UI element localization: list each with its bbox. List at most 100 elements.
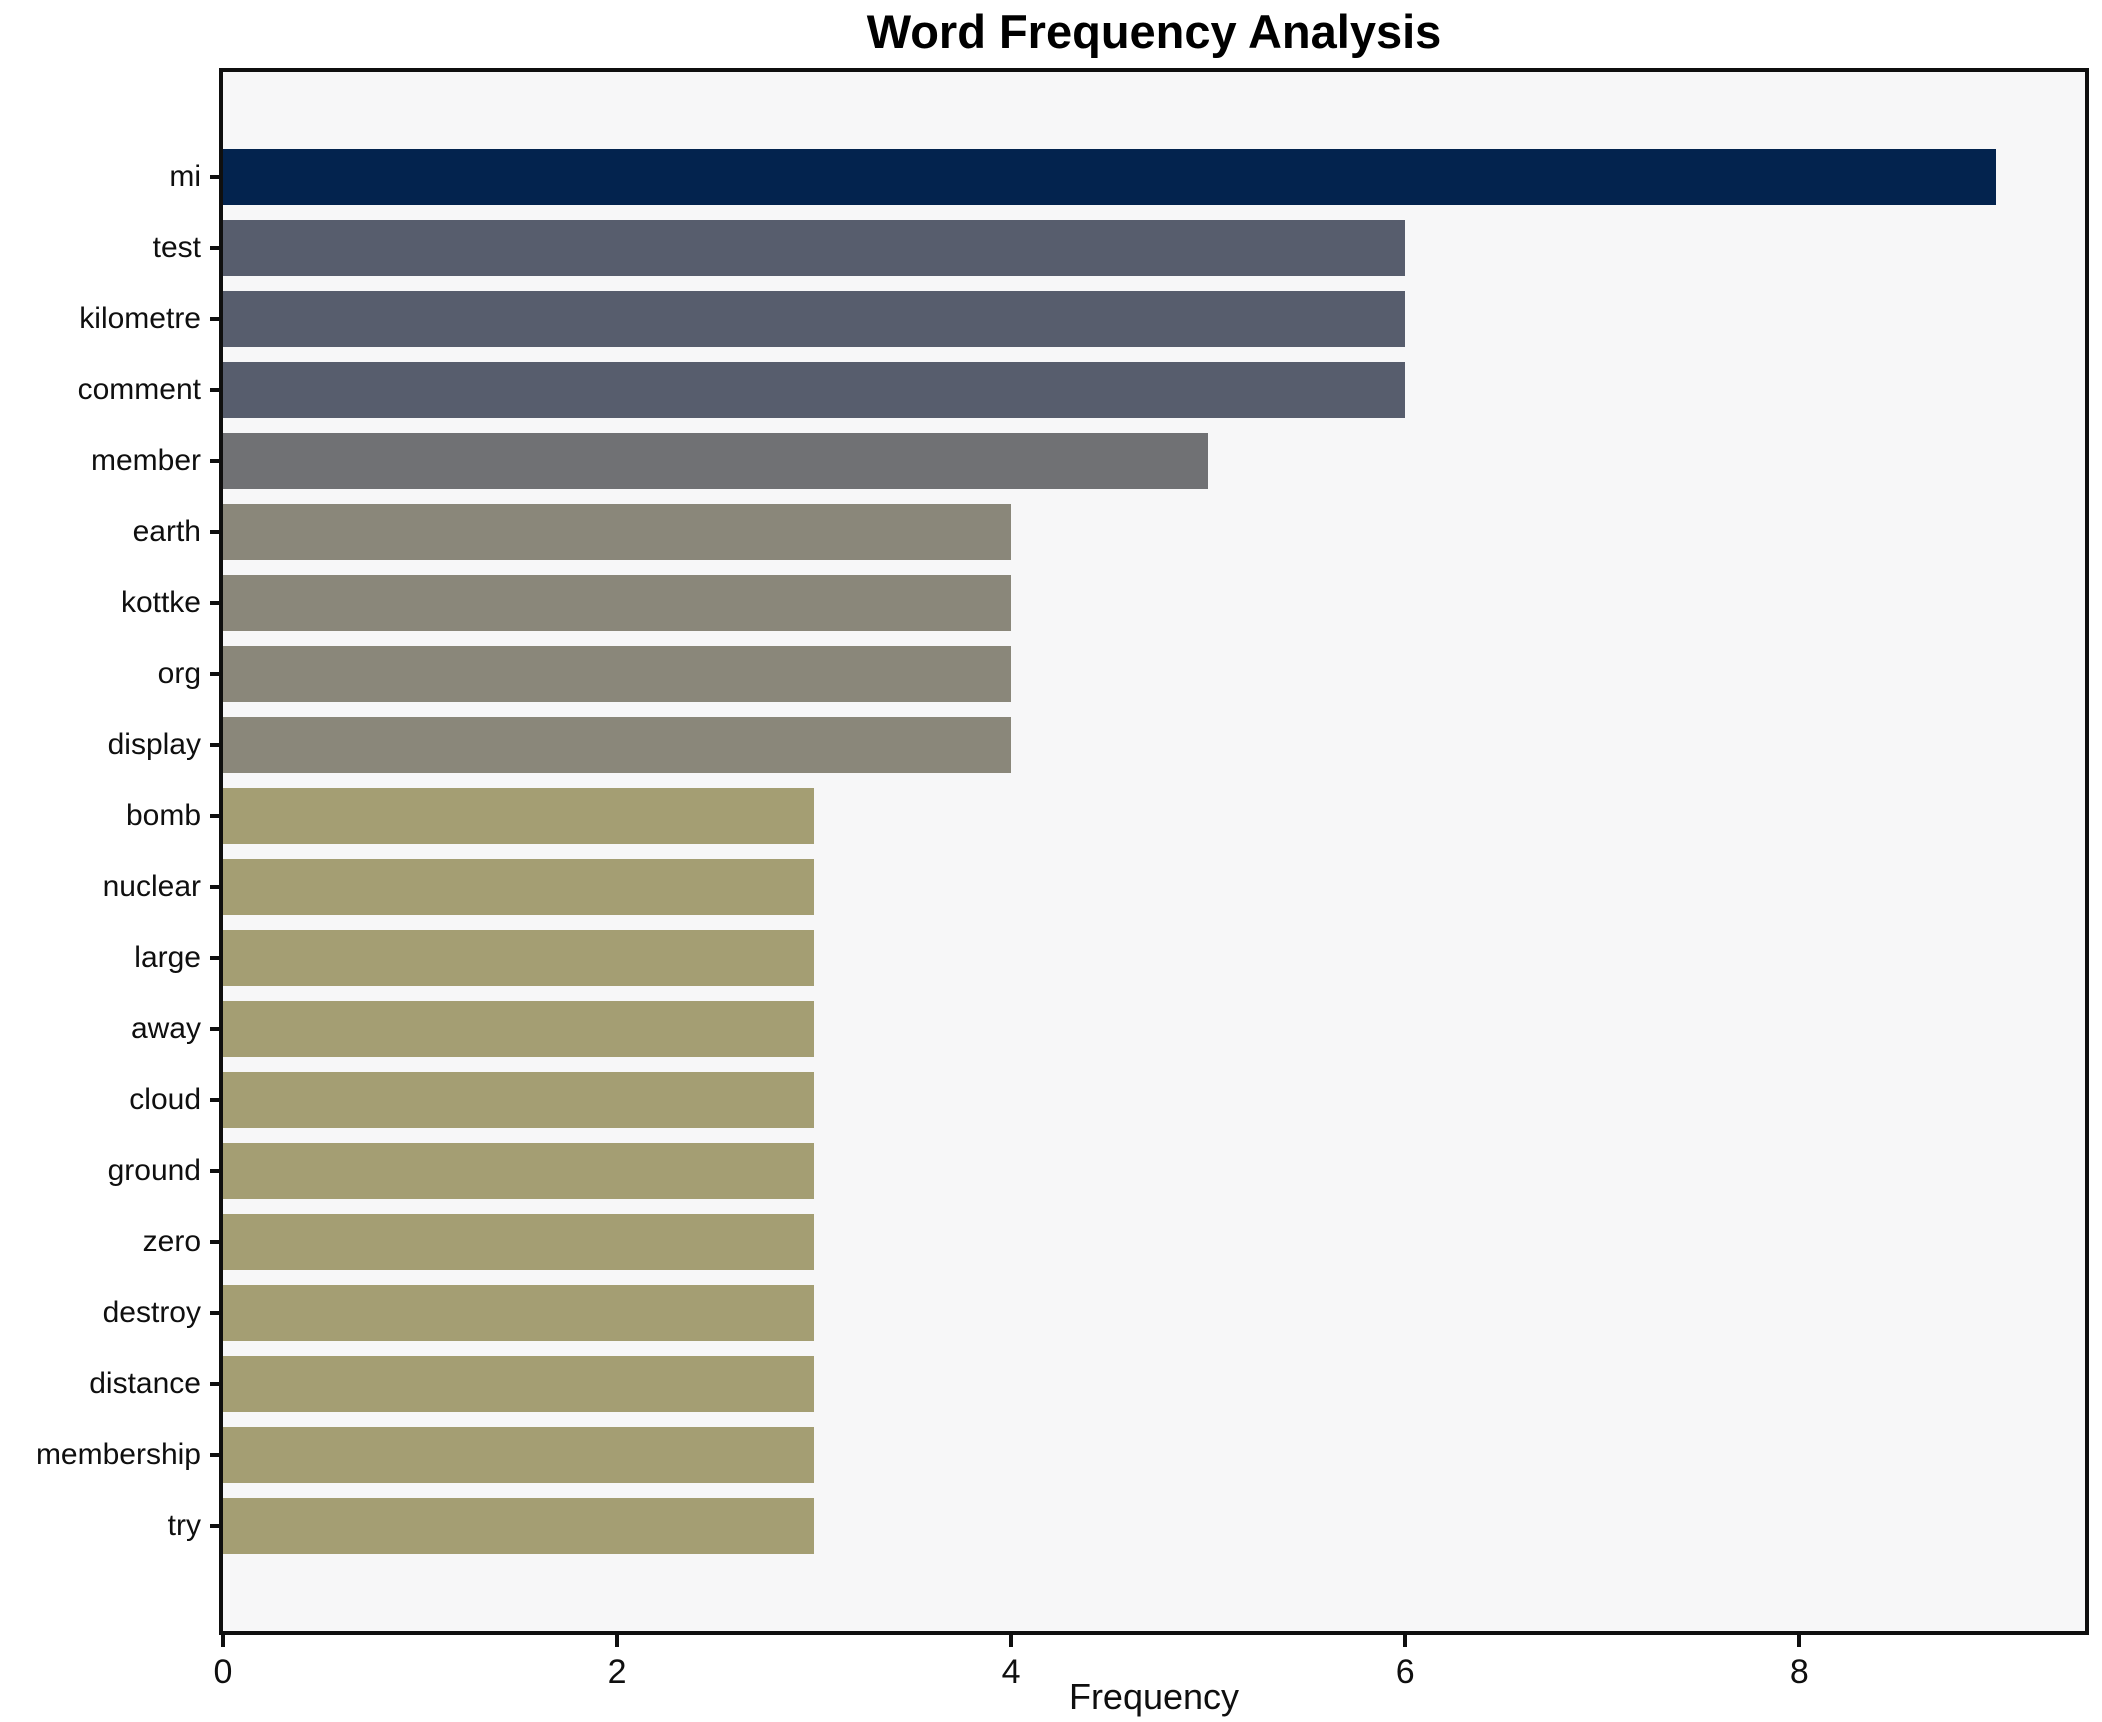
x-tick-label: 8 <box>1789 1653 1809 1691</box>
bar-kottke <box>223 575 1012 632</box>
y-axis: mi test kilometre comment member earth kottke o… <box>0 72 223 1631</box>
y-tick-label: distance <box>89 1366 201 1400</box>
y-tick-row-comment: comment <box>0 355 223 426</box>
bar-distance <box>223 1355 815 1412</box>
bar-row-kottke <box>223 568 2085 639</box>
y-tick-mark <box>210 1381 223 1386</box>
bar-row-ground <box>223 1135 2085 1206</box>
bar-mi <box>223 149 1997 206</box>
y-tick-row-member: member <box>0 426 223 497</box>
x-tick-label: 4 <box>1001 1653 1021 1691</box>
y-tick-row-try: try <box>0 1490 223 1561</box>
y-tick-label: display <box>107 728 201 762</box>
chart-title: Word Frequency Analysis <box>866 5 1442 58</box>
y-tick-row-bomb: bomb <box>0 781 223 852</box>
bar-row-distance <box>223 1348 2085 1419</box>
y-tick-label: org <box>157 657 201 691</box>
bar-row-mi <box>223 142 2085 213</box>
y-tick-mark <box>210 317 223 322</box>
y-tick-row-cloud: cloud <box>0 1064 223 1135</box>
x-tick-label: 0 <box>213 1653 233 1691</box>
x-tick-mark <box>221 1633 225 1647</box>
bar-display <box>223 717 1012 774</box>
y-tick-mark <box>210 246 223 251</box>
y-tick-label: try <box>167 1508 201 1542</box>
bar-ground <box>223 1142 815 1199</box>
bars-layer <box>223 72 2085 1631</box>
y-tick-mark <box>210 1523 223 1528</box>
bar-nuclear <box>223 859 815 915</box>
y-tick-row-ground: ground <box>0 1135 223 1206</box>
y-tick-mark <box>210 1097 223 1102</box>
y-tick-mark <box>210 814 223 819</box>
y-tick-mark <box>210 459 223 464</box>
y-tick-label: comment <box>77 373 201 407</box>
y-tick-label: zero <box>142 1224 201 1258</box>
bar-row-away <box>223 993 2085 1064</box>
bar-row-test <box>223 213 2085 284</box>
bar-row-kilometre <box>223 284 2085 355</box>
bar-zero <box>223 1213 815 1270</box>
bar-row-destroy <box>223 1277 2085 1348</box>
y-tick-label: member <box>90 444 201 478</box>
x-tick-mark <box>1797 1633 1802 1647</box>
bar-test <box>223 220 1406 277</box>
bar-try <box>223 1497 815 1554</box>
bar-cloud <box>223 1071 815 1128</box>
y-tick-mark <box>210 175 223 180</box>
y-tick-label: destroy <box>102 1295 201 1329</box>
y-tick-label: ground <box>107 1153 201 1187</box>
y-tick-row-mi: mi <box>0 142 223 213</box>
y-tick-mark <box>210 672 223 677</box>
y-tick-mark <box>210 1239 223 1244</box>
y-tick-row-away: away <box>0 993 223 1064</box>
y-tick-mark <box>210 743 223 748</box>
y-tick-mark <box>210 885 223 889</box>
y-tick-mark <box>210 388 223 393</box>
y-tick-label: cloud <box>129 1082 201 1116</box>
bar-row-membership <box>223 1419 2085 1490</box>
y-tick-label: membership <box>35 1437 201 1471</box>
y-tick-mark <box>210 1168 223 1173</box>
y-tick-label: away <box>130 1011 201 1045</box>
bar-row-bomb <box>223 781 2085 852</box>
y-tick-label: large <box>134 940 201 974</box>
y-tick-label: kottke <box>120 586 201 620</box>
bar-row-nuclear <box>223 852 2085 923</box>
y-tick-row-large: large <box>0 922 223 993</box>
y-tick-mark <box>210 530 223 535</box>
bar-row-comment <box>223 355 2085 426</box>
y-tick-row-destroy: destroy <box>0 1277 223 1348</box>
x-tick-mark <box>1403 1633 1408 1647</box>
y-tick-row-test: test <box>0 213 223 284</box>
bar-membership <box>223 1426 815 1483</box>
y-tick-row-nuclear: nuclear <box>0 852 223 923</box>
y-tick-label: test <box>152 231 201 265</box>
y-tick-label: nuclear <box>102 870 201 903</box>
y-tick-row-distance: distance <box>0 1348 223 1419</box>
y-tick-mark <box>210 1026 223 1031</box>
bar-row-org <box>223 639 2085 710</box>
y-tick-label: earth <box>132 515 201 549</box>
plot-area <box>223 72 2085 1631</box>
bar-away <box>223 1000 815 1057</box>
bar-bomb <box>223 788 815 845</box>
y-tick-label: kilometre <box>79 302 201 336</box>
bar-earth <box>223 504 1012 561</box>
bar-row-zero <box>223 1206 2085 1277</box>
y-tick-mark <box>210 1310 223 1315</box>
y-tick-mark <box>210 955 223 960</box>
y-tick-row-zero: zero <box>0 1206 223 1277</box>
x-tick-label: 2 <box>607 1653 627 1691</box>
y-tick-row-earth: earth <box>0 497 223 568</box>
bar-row-earth <box>223 497 2085 568</box>
y-tick-row-display: display <box>0 710 223 781</box>
bar-org <box>223 646 1012 703</box>
x-tick-label: 6 <box>1395 1653 1415 1691</box>
bar-row-display <box>223 710 2085 781</box>
y-tick-label: mi <box>169 160 201 194</box>
x-axis: 0 2 4 6 8 <box>214 1631 2085 1701</box>
bar-row-cloud <box>223 1064 2085 1135</box>
bar-large <box>223 929 815 986</box>
